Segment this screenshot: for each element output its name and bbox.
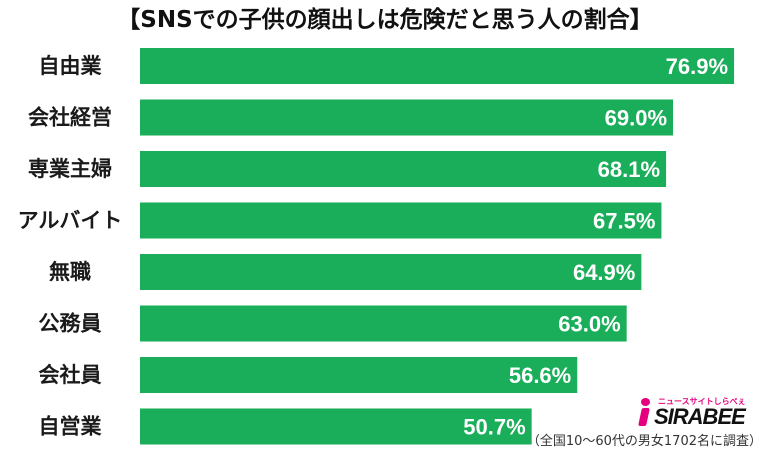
chart-title: 【SNSでの子供の顔出しは危険だと思う人の割合】 bbox=[117, 7, 653, 33]
category-label: 会社員 bbox=[39, 363, 102, 387]
category-label: 会社経営 bbox=[28, 106, 112, 130]
logo-wordmark: SIRABEE bbox=[654, 404, 746, 429]
bar bbox=[140, 305, 627, 342]
sirabee-logo-mark-icon bbox=[636, 398, 654, 426]
sirabee-logo: ニュースサイトしらべぇ SIRABEE bbox=[636, 396, 758, 429]
value-label: 76.9% bbox=[666, 54, 728, 79]
value-label: 69.0% bbox=[605, 106, 667, 131]
value-label: 64.9% bbox=[573, 260, 635, 285]
bar bbox=[140, 408, 532, 445]
bar bbox=[140, 99, 674, 136]
bar bbox=[140, 48, 735, 84]
bar bbox=[140, 357, 578, 393]
category-label: 自由業 bbox=[39, 54, 103, 78]
value-label: 50.7% bbox=[463, 415, 525, 440]
survey-note: （全国10〜60代の男女1702名に調査） bbox=[526, 434, 762, 449]
logo-tagline: ニュースサイトしらべぇ bbox=[658, 397, 746, 406]
bar bbox=[140, 254, 642, 290]
category-label: アルバイト bbox=[18, 209, 123, 233]
bar bbox=[140, 151, 667, 187]
value-label: 56.6% bbox=[509, 363, 571, 388]
category-label: 自営業 bbox=[39, 415, 103, 439]
category-label: 専業主婦 bbox=[28, 157, 112, 181]
value-label: 68.1% bbox=[598, 157, 660, 182]
category-label: 無職 bbox=[49, 260, 91, 284]
value-label: 67.5% bbox=[593, 209, 655, 234]
category-label: 公務員 bbox=[39, 312, 102, 336]
bar bbox=[140, 202, 662, 239]
value-label: 63.0% bbox=[558, 312, 620, 337]
